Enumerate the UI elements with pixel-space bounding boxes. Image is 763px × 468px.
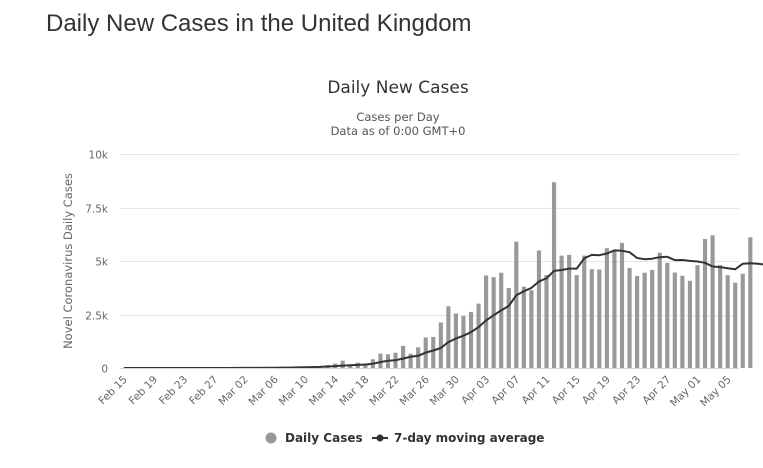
bar[interactable]	[718, 265, 723, 368]
y-tick-label: 5k	[95, 257, 109, 269]
y-tick-label: 2.5k	[85, 311, 109, 323]
bar[interactable]	[340, 360, 345, 368]
x-tick-label: Mar 02	[216, 374, 250, 408]
chart-subtitle-line-1: Cases per Day	[356, 110, 439, 124]
bar[interactable]	[567, 254, 572, 368]
bar[interactable]	[461, 315, 466, 368]
bar[interactable]	[657, 252, 662, 368]
bar[interactable]	[408, 353, 413, 368]
bar[interactable]	[574, 275, 579, 368]
bar[interactable]	[536, 250, 542, 368]
x-tick-label: Mar 06	[247, 373, 282, 408]
x-tick-label: May 01	[668, 374, 704, 410]
bar[interactable]	[733, 282, 738, 368]
x-tick-label: Mar 30	[428, 374, 462, 408]
legend-item-daily-cases[interactable]: Daily Cases	[265, 431, 363, 445]
x-tick-label: Feb 19	[127, 374, 160, 407]
y-axis-label: Novel Coronavirus Daily Cases	[61, 173, 75, 349]
bar[interactable]	[416, 347, 421, 368]
bar[interactable]	[453, 313, 458, 368]
bar[interactable]	[378, 353, 383, 368]
y-tick-label: 7.5k	[85, 204, 109, 216]
bar[interactable]	[521, 286, 526, 368]
bar[interactable]	[740, 273, 745, 368]
legend-label-daily-cases: Daily Cases	[285, 431, 363, 445]
bar[interactable]	[446, 306, 451, 368]
bar[interactable]	[650, 269, 655, 368]
bar[interactable]	[544, 275, 549, 368]
y-tick-label: 0	[101, 364, 108, 376]
bar[interactable]	[589, 269, 594, 368]
bar[interactable]	[687, 280, 693, 368]
daily-cases-bars	[189, 182, 753, 368]
x-tick-label: Apr 07	[489, 374, 522, 407]
bar[interactable]	[468, 311, 474, 368]
x-tick-label: Feb 27	[187, 374, 220, 407]
bar[interactable]	[514, 241, 519, 368]
bar[interactable]	[551, 182, 557, 368]
bar[interactable]	[476, 303, 481, 368]
bar[interactable]	[710, 235, 715, 368]
x-tick-label: Mar 10	[277, 374, 311, 408]
bar[interactable]	[597, 269, 602, 368]
bar[interactable]	[642, 272, 647, 368]
bar[interactable]	[665, 262, 670, 368]
bar[interactable]	[604, 248, 609, 368]
bar[interactable]	[627, 267, 632, 368]
chart-subtitle-line-2: Data as of 0:00 GMT+0	[331, 124, 466, 138]
x-tick-label: Mar 14	[307, 373, 342, 408]
bar[interactable]	[619, 242, 625, 368]
bar[interactable]	[431, 336, 436, 368]
bar[interactable]	[484, 275, 489, 368]
x-tick-label: Mar 22	[367, 374, 401, 408]
x-tick-label: Apr 11	[519, 374, 552, 407]
y-tick-label: 10k	[89, 150, 109, 162]
x-tick-label: Feb 23	[157, 374, 190, 407]
bar[interactable]	[401, 345, 406, 368]
bar[interactable]	[506, 288, 511, 368]
legend: Daily Cases 7-day moving average	[265, 431, 544, 445]
legend-item-moving-average[interactable]: 7-day moving average	[372, 431, 544, 445]
bar[interactable]	[529, 290, 534, 368]
x-tick-label: Mar 18	[337, 374, 371, 408]
legend-label-moving-average: 7-day moving average	[394, 431, 544, 445]
bar[interactable]	[695, 265, 700, 368]
x-tick-label: Feb 15	[96, 374, 129, 407]
x-tick-label: Apr 03	[459, 374, 492, 407]
bar[interactable]	[438, 322, 443, 368]
bar[interactable]	[702, 238, 708, 368]
x-tick-label: Apr 15	[550, 374, 583, 407]
bar[interactable]	[363, 364, 368, 368]
legend-circle-icon	[265, 432, 277, 444]
bar[interactable]	[612, 249, 617, 368]
bar[interactable]	[348, 364, 353, 368]
bar[interactable]	[499, 272, 504, 368]
bar[interactable]	[680, 275, 685, 368]
bar[interactable]	[672, 272, 677, 368]
page-title: Daily New Cases in the United Kingdom	[46, 10, 472, 37]
bar[interactable]	[725, 275, 730, 368]
x-tick-label: Apr 19	[580, 374, 613, 407]
moving-average-line	[123, 249, 763, 369]
legend-marker-icon	[376, 434, 384, 442]
y-axis-ticks: 0 2.5k 5k 7.5k 10k	[85, 150, 109, 376]
bar[interactable]	[582, 255, 587, 368]
bar[interactable]	[748, 237, 753, 368]
chart-title: Daily New Cases	[327, 78, 469, 98]
bar[interactable]	[559, 255, 564, 368]
x-tick-label: Apr 23	[610, 374, 643, 407]
bar[interactable]	[491, 277, 496, 368]
bar[interactable]	[635, 275, 640, 368]
x-tick-label: Mar 26	[398, 373, 433, 408]
x-tick-label: May 05	[698, 374, 734, 410]
